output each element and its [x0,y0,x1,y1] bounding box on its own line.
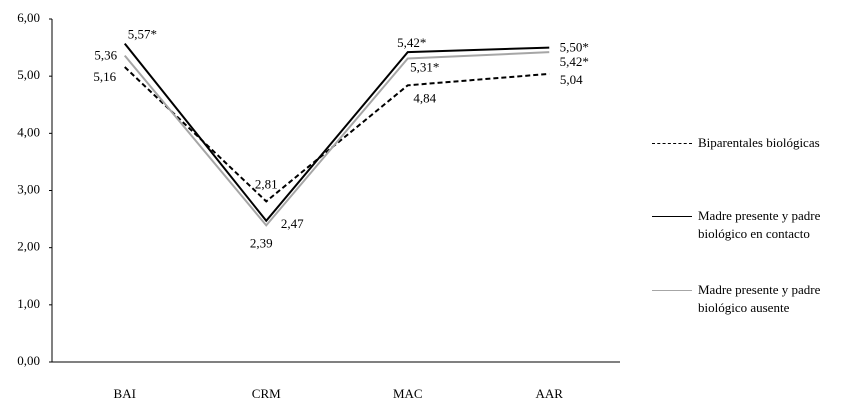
x-tick-label: CRM [252,386,281,401]
y-tick-label: 0,00 [17,353,40,368]
x-tick-label: AAR [536,386,564,401]
legend-label: Madre presente y padre biológico en cont… [698,208,821,241]
data-label: 2,39 [250,235,273,250]
y-tick-label: 2,00 [17,239,40,254]
legend-swatch [652,143,692,153]
y-tick-label: 4,00 [17,124,40,139]
y-tick-label: 6,00 [17,10,40,25]
legend-item: Madre presente y padre biológico en cont… [652,207,852,243]
data-label: 4,84 [413,90,436,105]
data-label: 2,47 [281,216,304,231]
data-label: 5,42* [560,54,589,69]
legend-label: Biparentales biológicas [698,135,820,150]
data-label: 5,16 [93,69,116,84]
data-label: 5,42* [397,35,426,50]
data-label: 5,04 [560,72,583,87]
legend-label: Madre presente y padre biológico ausente [698,282,821,315]
legend-item: Madre presente y padre biológico ausente [652,281,852,317]
data-label: 5,36 [94,48,117,63]
legend-swatch [652,216,692,226]
data-label: 5,50* [560,40,589,55]
x-tick-label: BAI [114,386,136,401]
series-line [123,42,550,223]
legend-item: Biparentales biológicas [652,134,852,153]
x-tick-label: MAC [393,386,423,401]
y-tick-label: 1,00 [17,296,40,311]
data-label: 2,81 [255,176,278,191]
series-line [123,51,550,227]
y-tick-label: 5,00 [17,67,40,82]
data-label: 5,31* [410,59,439,74]
series-line [124,66,550,203]
y-tick-label: 3,00 [17,181,40,196]
data-label: 5,57* [128,27,157,42]
legend-swatch [652,290,692,300]
